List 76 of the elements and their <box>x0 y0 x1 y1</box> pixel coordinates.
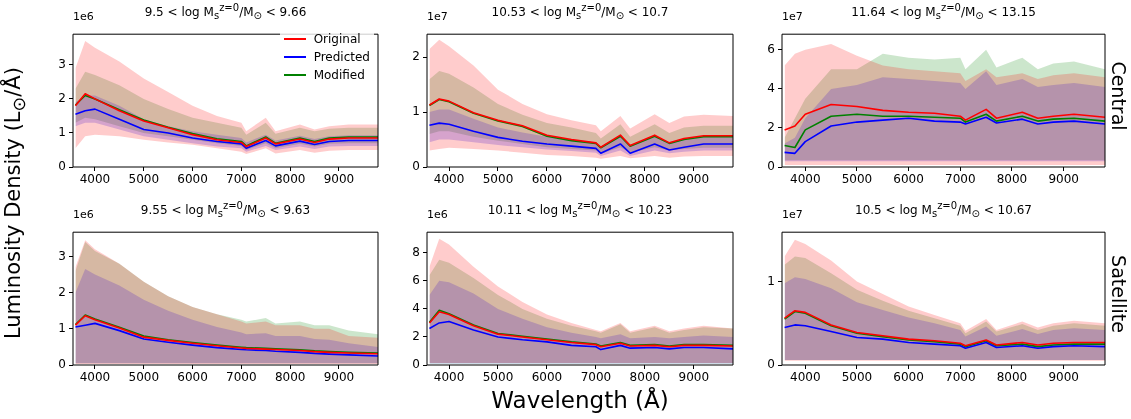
chart-title: 9.5 < log M$_{s}$$^{z=0}$/M$_{⊙}$ < 9.66 <box>144 2 307 22</box>
y-tick-label: 4 <box>412 301 420 316</box>
x-tick-label: 5000 <box>482 370 514 385</box>
x-tick-label: 7000 <box>945 172 976 187</box>
y-tick-label: 2 <box>767 120 775 135</box>
y-tick-label: 0 <box>412 357 420 372</box>
x-tick-label: 8000 <box>274 370 306 385</box>
text: 1e7 <box>782 10 803 23</box>
x-tick-label: 4000 <box>79 370 111 385</box>
x-tick-label: 4000 <box>789 172 821 187</box>
text: 1e6 <box>73 10 94 23</box>
x-tick-label: 7000 <box>580 370 612 385</box>
x-tick-label: 5000 <box>482 172 514 187</box>
x-tick-label: 4000 <box>789 370 821 385</box>
x-tick-label: 7000 <box>580 172 612 187</box>
x-tick-label: 4000 <box>79 172 111 187</box>
text: 1e6 <box>427 208 448 221</box>
x-tick-label: 8000 <box>274 172 306 187</box>
legend-label: Original <box>313 32 361 46</box>
x-tick-label: 6000 <box>893 172 924 187</box>
y-tick-label: 0 <box>58 357 66 372</box>
y-tick-label: 0 <box>58 159 66 174</box>
x-tick-label: 6000 <box>531 370 563 385</box>
y-tick-label: 2 <box>58 91 66 106</box>
y-tick-label: 8 <box>412 244 420 259</box>
y-tick-label: 3 <box>58 248 66 263</box>
chart-title: 10.53 < log M$_{s}$$^{z=0}$/M$_{⊙}$ < 10.7 <box>491 2 669 22</box>
y-tick-label: 0 <box>767 357 775 372</box>
x-tick-label: 6000 <box>531 172 563 187</box>
x-tick-label: 4000 <box>433 172 465 187</box>
chart-title: 10.11 < log M$_{s}$$^{z=0}$/M$_{⊙}$ < 10.23 <box>487 200 673 220</box>
x-tick-label: 6000 <box>177 370 208 385</box>
y2-axis-title: Satellite <box>1107 253 1131 335</box>
y-tick-label: 6 <box>767 41 775 56</box>
x-tick-label: 8000 <box>629 370 661 385</box>
y-tick-label: 1 <box>58 125 66 140</box>
y-tick-label: 1 <box>412 104 420 119</box>
legend-label: Predicted <box>313 50 370 64</box>
text: 1e7 <box>782 208 803 221</box>
chart-title: 10.5 < log M$_{s}$$^{z=0}$/M$_{⊙}$ < 10.67 <box>855 200 1032 220</box>
x-tick-label: 9000 <box>678 370 710 385</box>
x-tick-label: 7000 <box>945 370 976 385</box>
x-tick-label: 8000 <box>629 172 661 187</box>
y-tick-label: 3 <box>58 56 66 71</box>
legend-label: Modified <box>313 68 365 82</box>
y-tick-label: 2 <box>58 284 66 299</box>
x-tick-label: 9000 <box>1048 172 1079 187</box>
x-tick-label: 9000 <box>323 172 355 187</box>
y-tick-label: 2 <box>412 329 420 344</box>
x-tick-label: 9000 <box>323 370 355 385</box>
x-tick-label: 5000 <box>841 370 873 385</box>
x-tick-label: 4000 <box>433 370 465 385</box>
y-tick-label: 1 <box>767 273 775 288</box>
x-tick-label: 9000 <box>1048 370 1079 385</box>
x-tick-label: 9000 <box>678 172 710 187</box>
text: 1e7 <box>427 10 448 23</box>
chart-title: 9.55 < log M$_{s}$$^{z=0}$/M$_{⊙}$ < 9.63 <box>140 200 311 220</box>
y2-axis-title: Central <box>1107 59 1131 133</box>
chart-title: 11.64 < log M$_{s}$$^{z=0}$/M$_{⊙}$ < 13.15 <box>851 2 1036 22</box>
y-tick-label: 2 <box>412 49 420 64</box>
x-tick-label: 8000 <box>996 172 1028 187</box>
x-tick-label: 6000 <box>177 172 208 187</box>
y-tick-label: 0 <box>767 159 775 174</box>
x-tick-label: 7000 <box>226 172 257 187</box>
x-tick-label: 5000 <box>128 370 160 385</box>
x-tick-label: 6000 <box>893 370 924 385</box>
x-tick-label: 8000 <box>996 370 1028 385</box>
text: 1e6 <box>73 208 94 221</box>
x-tick-label: 7000 <box>226 370 257 385</box>
x-tick-label: 5000 <box>841 172 873 187</box>
y-tick-label: 4 <box>767 81 775 96</box>
y-tick-label: 6 <box>412 272 420 287</box>
x-axis-title: Wavelength (Å) <box>490 387 670 413</box>
y-tick-label: 1 <box>58 320 66 335</box>
x-tick-label: 5000 <box>128 172 160 187</box>
y-tick-label: 0 <box>412 159 420 174</box>
